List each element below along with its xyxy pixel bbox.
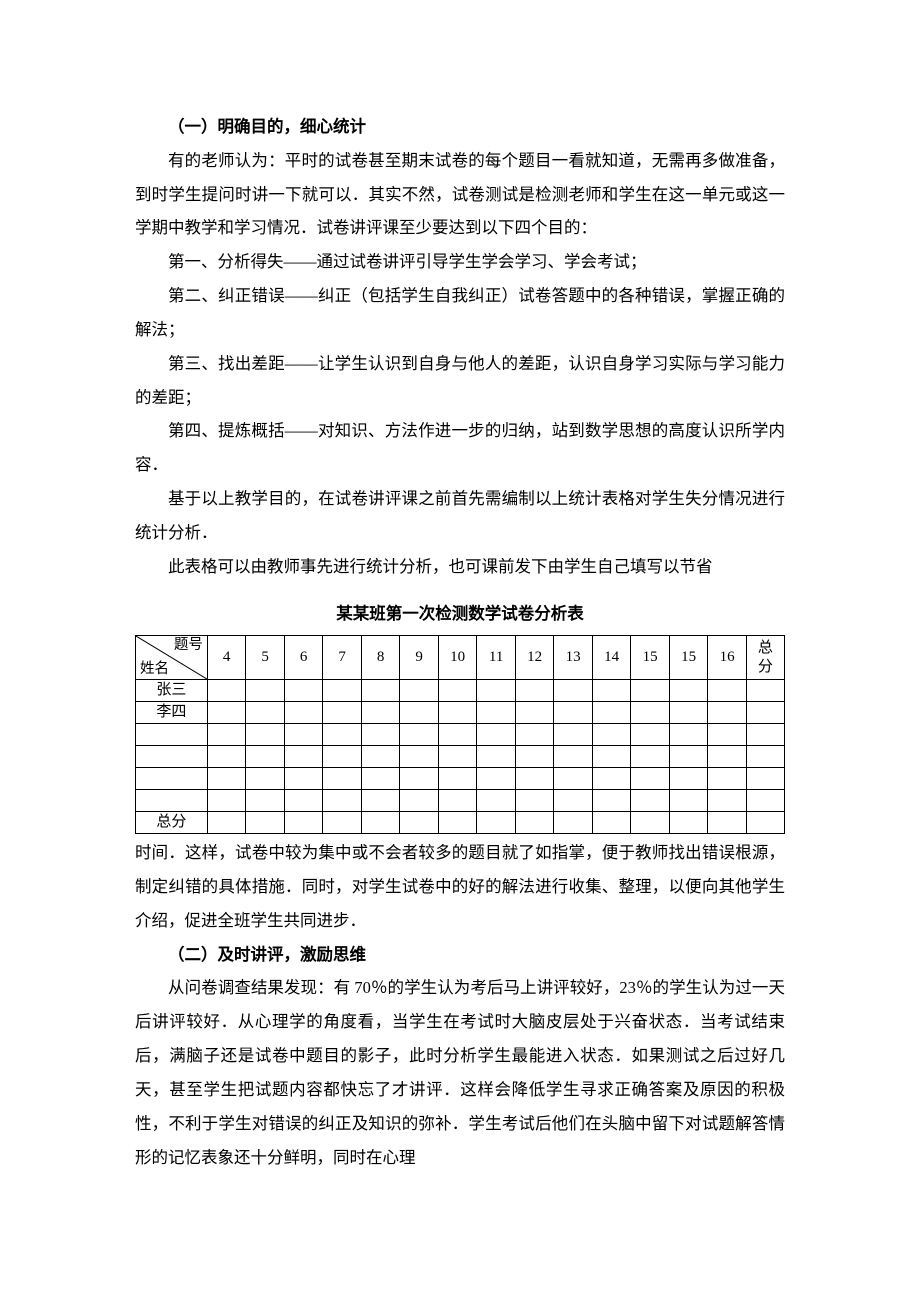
analysis-table: 题号 姓名 4 5 6 7 8 9 10 11 12 13 14 15 15 1… <box>135 635 785 834</box>
col-header: 13 <box>554 636 593 680</box>
section-a-p2: 基于以上教学目的，在试卷讲评课之前首先需编制以上统计表格对学生失分情况进行统计分… <box>135 482 785 550</box>
col-header: 4 <box>207 636 246 680</box>
col-header: 8 <box>361 636 400 680</box>
row-name-cell: 张三 <box>136 680 208 702</box>
table-row <box>136 746 785 768</box>
table-footer-row: 总分 <box>136 812 785 834</box>
footer-label-cell: 总分 <box>136 812 208 834</box>
col-header: 16 <box>708 636 747 680</box>
col-header: 15 <box>669 636 708 680</box>
section-a-item1: 第一、分析得失——通过试卷讲评引导学生学会学习、学会考试； <box>135 245 785 279</box>
col-header: 6 <box>284 636 323 680</box>
table-row: 张三 <box>136 680 785 702</box>
section-a-p1: 有的老师认为：平时的试卷甚至期末试卷的每个题目一看就知道，无需再多做准备，到时学… <box>135 144 785 245</box>
section-a-item3: 第三、找出差距——让学生认识到自身与他人的差距，认识自身学习实际与学习能力的差距… <box>135 347 785 415</box>
diag-header-cell: 题号 姓名 <box>136 636 208 680</box>
section-a-p3: 此表格可以由教师事先进行统计分析，也可课前发下由学生自己填写以节省 <box>135 550 785 584</box>
section-b-p1: 从问卷调查结果发现：有 70％的学生认为考后马上讲评较好，23％的学生认为过一天… <box>135 971 785 1174</box>
table-row <box>136 768 785 790</box>
diag-bottom-label: 姓名 <box>140 661 169 678</box>
col-header: 7 <box>323 636 362 680</box>
table-row <box>136 790 785 812</box>
section-b-heading: （二）及时讲评，激励思维 <box>135 938 785 972</box>
row-name-cell: 李四 <box>136 702 208 724</box>
table-row: 李四 <box>136 702 785 724</box>
diag-top-label: 题号 <box>174 637 203 654</box>
col-header: 11 <box>477 636 516 680</box>
section-a-heading: （一）明确目的，细心统计 <box>135 110 785 144</box>
col-header-total: 总分 <box>746 636 784 680</box>
table-title: 某某班第一次检测数学试卷分析表 <box>135 597 785 631</box>
table-header-row: 题号 姓名 4 5 6 7 8 9 10 11 12 13 14 15 15 1… <box>136 636 785 680</box>
after-table-paragraph: 时间．这样，试卷中较为集中或不会者较多的题目就了如指掌，便于教师找出错误根源，制… <box>135 836 785 937</box>
col-header: 10 <box>438 636 477 680</box>
col-header: 14 <box>592 636 631 680</box>
table-row <box>136 724 785 746</box>
col-header: 5 <box>246 636 285 680</box>
col-header: 9 <box>400 636 439 680</box>
section-a-item4: 第四、提炼概括——对知识、方法作进一步的归纳，站到数学思想的高度认识所学内容． <box>135 414 785 482</box>
section-a-item2: 第二、纠正错误——纠正（包括学生自我纠正）试卷答题中的各种错误，掌握正确的解法； <box>135 279 785 347</box>
col-header: 12 <box>515 636 554 680</box>
col-header: 15 <box>631 636 670 680</box>
